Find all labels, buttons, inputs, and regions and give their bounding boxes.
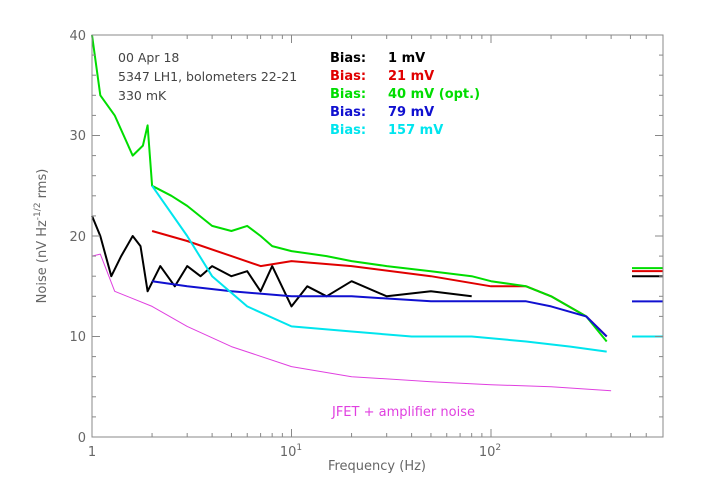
y-label-exponent: -1/2 [33, 202, 43, 220]
x-tick-label: 101 [280, 443, 302, 460]
series-line [151, 185, 607, 353]
legend-prefix: Bias: [330, 69, 366, 84]
legend-entry: Bias: 157 mV [330, 123, 443, 138]
info-temperature: 330 mK [118, 88, 167, 103]
legend-value: 21 mV [388, 69, 434, 84]
legend: Bias: 1 mV Bias: 21 mV Bias: 40 mV (opt.) B… [330, 51, 480, 138]
legend-value: 40 mV (opt.) [388, 87, 480, 102]
jfet-annotation: JFET + amplifier noise [331, 405, 475, 420]
legend-entry: Bias: 79 mV [330, 105, 434, 120]
y-label-main: Noise (nV Hz [35, 220, 50, 303]
info-device: 5347 LH1, bolometers 22-21 [118, 69, 297, 84]
legend-entry: Bias: 1 mV [330, 51, 425, 66]
info-date: 00 Apr 18 [118, 50, 179, 65]
legend-prefix: Bias: [330, 51, 366, 66]
x-tick-label: 1 [88, 445, 96, 460]
series-line [91, 34, 608, 343]
x-axis-label: Frequency (Hz) [328, 459, 426, 474]
series-layer [91, 34, 612, 392]
y-label-end: rms) [35, 169, 50, 203]
series-line [91, 253, 612, 392]
x-tick-base: 10 [479, 445, 496, 460]
y-tick-label: 0 [78, 431, 86, 446]
y-tick-label: 30 [69, 129, 86, 144]
legend-entry: Bias: 21 mV [330, 69, 434, 84]
legend-entry: Bias: 40 mV (opt.) [330, 87, 480, 102]
legend-value: 79 mV [388, 105, 434, 120]
y-tick-label: 10 [69, 330, 86, 345]
y-tick-label: 40 [69, 29, 86, 44]
x-tick-base: 10 [280, 445, 297, 460]
y-tick-label: 20 [69, 230, 86, 245]
x-tick-exponent: 1 [296, 443, 302, 453]
series-line [91, 215, 472, 308]
y-axis-label: Noise (nV Hz-1/2 rms) [33, 169, 50, 304]
legend-prefix: Bias: [330, 123, 366, 138]
legend-value: 157 mV [388, 123, 443, 138]
axis-ticks [91, 34, 663, 438]
x-tick-exponent: 2 [495, 443, 501, 453]
x-tick-label: 102 [479, 443, 501, 460]
legend-prefix: Bias: [330, 87, 366, 102]
series-line [151, 280, 608, 338]
legend-value: 1 mV [388, 51, 425, 66]
legend-prefix: Bias: [330, 105, 366, 120]
